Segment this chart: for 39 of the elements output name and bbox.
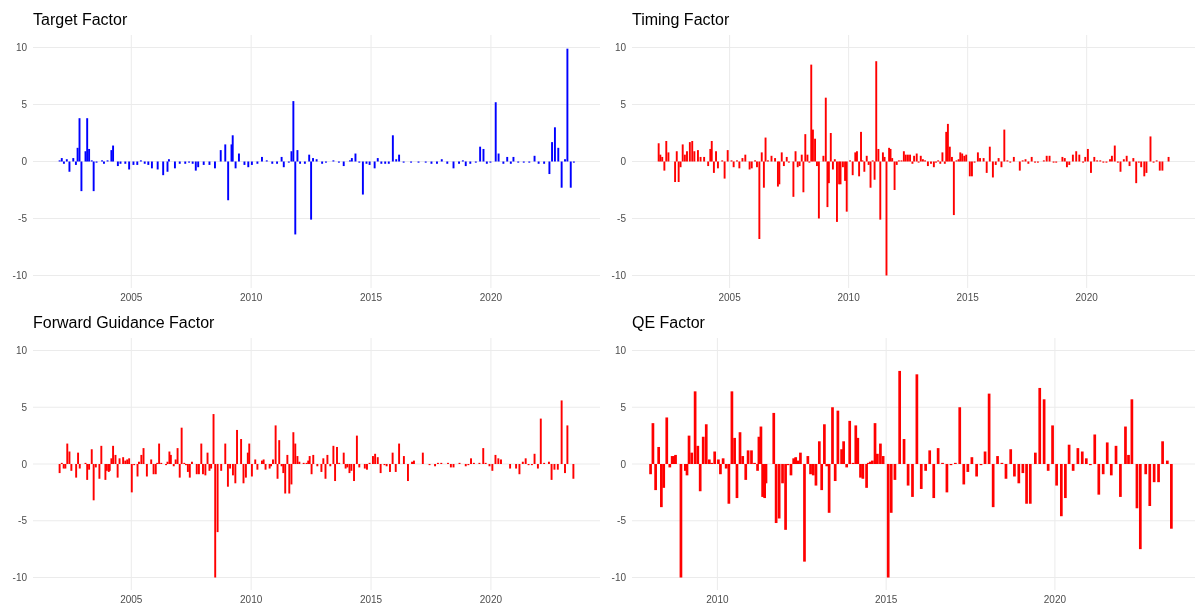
y-tick-label: -10 bbox=[12, 572, 28, 584]
chart-title: QE Factor bbox=[632, 314, 706, 331]
y-tick-label: -5 bbox=[617, 212, 627, 224]
chart-title: Forward Guidance Factor bbox=[33, 314, 216, 331]
y-tick-label: 5 bbox=[21, 99, 28, 111]
x-tick-label: 2010 bbox=[240, 594, 263, 603]
y-tick-label: 0 bbox=[620, 156, 627, 167]
y-tick-label: -10 bbox=[611, 572, 627, 584]
x-tick-label: 2015 bbox=[956, 292, 980, 303]
x-tick-label: 2020 bbox=[479, 292, 503, 303]
y-tick-label: 10 bbox=[15, 344, 28, 356]
chart-title: Timing Factor bbox=[632, 11, 730, 28]
x-tick-label: 2015 bbox=[359, 594, 383, 603]
y-tick-label: 5 bbox=[620, 99, 627, 111]
x-tick-label: 2015 bbox=[875, 594, 898, 603]
x-tick-label: 2015 bbox=[359, 292, 383, 303]
x-tick-label: 2005 bbox=[120, 292, 143, 303]
x-tick-label: 2010 bbox=[706, 594, 729, 603]
chart-title: Target Factor bbox=[33, 11, 128, 28]
y-tick-label: 0 bbox=[21, 156, 28, 167]
x-tick-label: 2010 bbox=[837, 292, 861, 303]
y-tick-label: -10 bbox=[12, 269, 28, 281]
x-tick-label: 2020 bbox=[479, 594, 503, 603]
x-tick-label: 2005 bbox=[120, 594, 143, 603]
x-tick-label: 2020 bbox=[1075, 292, 1099, 303]
y-tick-label: 10 bbox=[614, 42, 627, 54]
y-tick-label: 10 bbox=[614, 344, 627, 356]
y-tick-label: 0 bbox=[21, 458, 28, 470]
y-tick-label: -5 bbox=[617, 515, 627, 527]
y-tick-label: -5 bbox=[18, 212, 28, 224]
y-tick-label: 0 bbox=[620, 458, 627, 470]
x-tick-label: 2010 bbox=[240, 292, 263, 303]
y-tick-label: -10 bbox=[611, 269, 627, 281]
y-tick-label: 5 bbox=[21, 401, 28, 413]
x-tick-label: 2020 bbox=[1043, 594, 1067, 603]
y-tick-label: -5 bbox=[18, 515, 28, 527]
x-tick-label: 2005 bbox=[718, 292, 742, 303]
y-tick-label: 5 bbox=[620, 401, 627, 413]
y-tick-label: 10 bbox=[15, 42, 28, 54]
